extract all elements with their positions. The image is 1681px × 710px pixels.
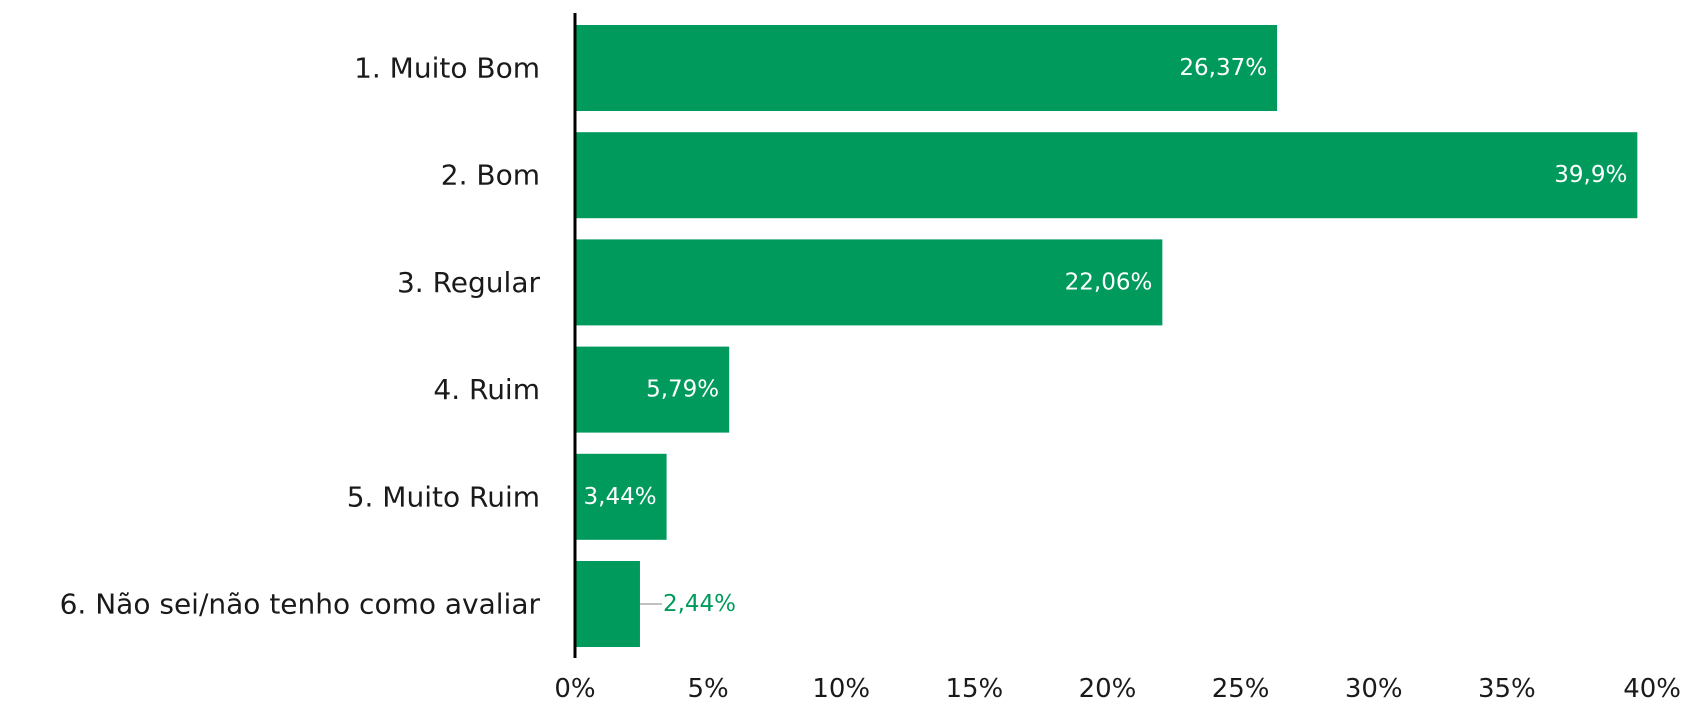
data-label: 26,37% — [1179, 55, 1267, 81]
bar — [575, 25, 1278, 111]
category-label: 1. Muito Bom — [354, 52, 540, 85]
bar — [575, 132, 1638, 219]
category-labels: 1. Muito Bom 2. Bom 3. Regular 4. Ruim 5. Mu… — [60, 52, 541, 621]
x-tick-label: 30% — [1345, 674, 1403, 704]
category-label: 6. Não sei/não tenho como avaliar — [60, 588, 541, 621]
x-tick-label: 0% — [554, 674, 595, 704]
x-tick-label: 40% — [1623, 674, 1681, 704]
category-label: 4. Ruim — [433, 373, 540, 406]
x-tick-label: 10% — [812, 674, 870, 704]
bar — [575, 561, 640, 647]
category-label: 3. Regular — [397, 266, 540, 299]
x-tick-label: 5% — [688, 674, 729, 704]
bars-group — [575, 25, 1638, 647]
bar — [575, 346, 730, 433]
data-label: 39,9% — [1554, 162, 1627, 188]
x-tick-label: 25% — [1212, 674, 1270, 704]
data-label: 3,44% — [584, 484, 657, 510]
x-tick-label: 20% — [1079, 674, 1137, 704]
data-label: 22,06% — [1065, 269, 1153, 295]
data-labels: 26,37% 39,9% 22,06% 5,79% 3,44% 2,44% — [584, 55, 1628, 617]
bar — [575, 453, 667, 540]
x-tick-label: 15% — [945, 674, 1003, 704]
data-label: 5,79% — [646, 377, 719, 403]
data-label: 2,44% — [663, 591, 736, 617]
bar — [575, 239, 1163, 326]
x-axis-ticks: 0% 5% 10% 15% 20% 25% 30% 35% 40% — [554, 674, 1681, 704]
x-tick-label: 35% — [1478, 674, 1536, 704]
category-label: 5. Muito Ruim — [347, 480, 540, 513]
category-label: 2. Bom — [441, 159, 540, 192]
